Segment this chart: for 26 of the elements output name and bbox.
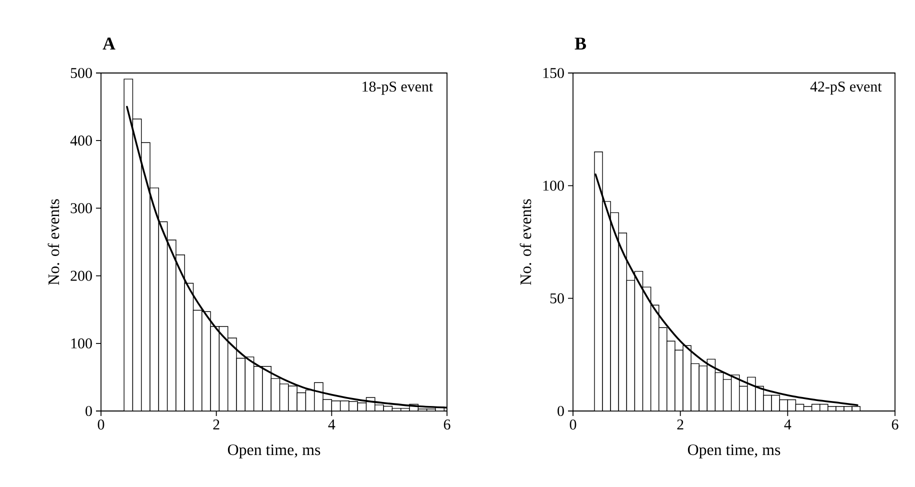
x-tick-label: 0 xyxy=(570,420,576,430)
y-axis-title: No. of events xyxy=(520,199,532,285)
x-axis-title: Open time, ms xyxy=(688,444,780,458)
y-tick-label: 500 xyxy=(70,68,92,78)
annotation: 42-pS event xyxy=(810,82,882,95)
x-tick-label: 6 xyxy=(444,420,450,430)
chart-title: B xyxy=(574,38,586,50)
y-tick-label: 300 xyxy=(70,203,92,214)
y-tick-label: 100 xyxy=(543,180,564,191)
y-tick-label: 200 xyxy=(70,270,92,281)
y-tick-label: 0 xyxy=(86,406,92,416)
chart-title: A xyxy=(102,38,116,50)
x-tick-label: 2 xyxy=(677,420,684,430)
y-tick-label: 400 xyxy=(70,136,92,146)
y-tick-label: 0 xyxy=(558,406,564,416)
x-tick-label: 0 xyxy=(98,420,104,430)
y-tick-label: 100 xyxy=(71,338,92,348)
x-tick-label: 4 xyxy=(328,420,336,430)
annotation: 18-pS event xyxy=(362,82,433,95)
y-tick-label: 50 xyxy=(550,293,564,304)
x-tick-label: 6 xyxy=(892,420,898,430)
y-axis-title: No. of events xyxy=(48,199,60,285)
x-axis-title: Open time, ms xyxy=(228,444,320,458)
y-tick-label: 150 xyxy=(543,68,564,78)
x-tick-label: 4 xyxy=(784,420,792,430)
x-tick-label: 2 xyxy=(213,420,220,430)
